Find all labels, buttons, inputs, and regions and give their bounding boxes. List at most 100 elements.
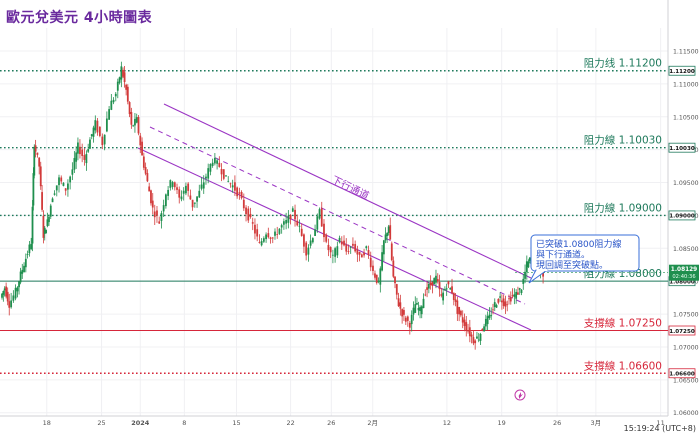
candle-body bbox=[314, 229, 316, 236]
candle bbox=[274, 228, 276, 240]
candle bbox=[132, 124, 135, 127]
candle bbox=[3, 286, 6, 297]
candle-body bbox=[517, 292, 519, 295]
candle-body bbox=[265, 234, 267, 240]
candle-body bbox=[323, 223, 325, 238]
candle bbox=[438, 274, 441, 297]
candle-body bbox=[77, 142, 79, 154]
candle bbox=[108, 106, 111, 120]
candle-body bbox=[384, 234, 387, 241]
candle-body bbox=[150, 190, 152, 204]
candle bbox=[176, 183, 178, 194]
candle-body bbox=[114, 93, 117, 97]
candle bbox=[527, 259, 530, 269]
candle-body bbox=[369, 257, 372, 268]
candle-body bbox=[443, 289, 446, 291]
candle-body bbox=[5, 286, 8, 297]
candle-body bbox=[470, 334, 473, 337]
candle-body bbox=[374, 273, 376, 278]
candle bbox=[436, 273, 439, 284]
candle bbox=[75, 146, 78, 169]
time-readout: 15:19:24 (UTC+8) bbox=[623, 424, 696, 433]
candle bbox=[387, 224, 390, 236]
candle bbox=[395, 283, 398, 300]
candle-body bbox=[300, 228, 303, 236]
candle-body bbox=[426, 287, 428, 290]
candle bbox=[220, 163, 223, 182]
candle-body bbox=[435, 275, 437, 283]
candle-body bbox=[87, 149, 90, 152]
candle bbox=[433, 277, 436, 285]
candle-body bbox=[122, 69, 124, 77]
candle bbox=[303, 233, 305, 254]
candle-body bbox=[245, 207, 247, 215]
candle bbox=[12, 290, 15, 303]
candle-body bbox=[45, 230, 47, 234]
candle bbox=[401, 308, 404, 324]
candle-body bbox=[141, 141, 143, 156]
candle bbox=[251, 217, 254, 231]
candle-body bbox=[386, 232, 389, 237]
candle bbox=[320, 201, 323, 227]
candle bbox=[420, 305, 423, 319]
candle bbox=[122, 67, 124, 78]
candle bbox=[260, 238, 263, 247]
descending-channel: 下行通道 bbox=[137, 103, 532, 331]
candle-body bbox=[164, 194, 167, 207]
candle bbox=[276, 226, 279, 239]
candle bbox=[69, 175, 72, 190]
candle bbox=[365, 245, 368, 251]
candle bbox=[180, 190, 183, 202]
candle-body bbox=[500, 300, 503, 303]
candle bbox=[242, 193, 245, 211]
candle-body bbox=[260, 241, 263, 246]
candle bbox=[474, 339, 477, 350]
candle-body bbox=[329, 247, 332, 253]
candle-body bbox=[267, 233, 270, 238]
candle-body bbox=[440, 294, 443, 296]
candle-body bbox=[343, 240, 345, 246]
candle bbox=[116, 78, 119, 99]
candle bbox=[150, 189, 152, 206]
candle bbox=[205, 173, 207, 185]
x-tick-label: 15 bbox=[232, 419, 240, 427]
candle-body bbox=[416, 303, 418, 305]
candle bbox=[374, 270, 376, 280]
candle-body bbox=[392, 260, 395, 277]
candle-body bbox=[422, 298, 425, 309]
candle bbox=[79, 139, 81, 159]
candle bbox=[477, 332, 480, 343]
candle-body bbox=[19, 271, 22, 283]
candle-body bbox=[73, 158, 76, 170]
candle-body bbox=[458, 306, 461, 315]
candle bbox=[289, 214, 292, 225]
candle bbox=[6, 287, 9, 306]
candle bbox=[240, 190, 243, 200]
candle-body bbox=[85, 153, 88, 164]
candle bbox=[48, 214, 50, 226]
candle-body bbox=[406, 316, 409, 321]
candle bbox=[169, 179, 172, 191]
x-tick-label: 3月 bbox=[591, 419, 602, 427]
candle-body bbox=[162, 205, 165, 212]
candle bbox=[87, 143, 90, 154]
candle bbox=[360, 253, 363, 258]
candle-body bbox=[452, 292, 455, 300]
candle-body bbox=[23, 265, 25, 273]
candle bbox=[285, 212, 288, 230]
candle-body bbox=[14, 287, 17, 299]
candle-body bbox=[112, 99, 115, 103]
candle-body bbox=[316, 216, 319, 230]
level-tag-text: 1.09000 bbox=[669, 214, 695, 220]
candle-body bbox=[463, 319, 466, 327]
candle-body bbox=[6, 291, 9, 302]
level-tag-box bbox=[668, 368, 696, 379]
candle-body bbox=[10, 300, 13, 308]
candle-body bbox=[254, 224, 256, 234]
candle bbox=[318, 207, 321, 220]
candle-body bbox=[98, 126, 101, 136]
candle bbox=[497, 298, 500, 305]
channel-label: 下行通道 bbox=[330, 173, 372, 202]
candle-body bbox=[108, 109, 111, 120]
